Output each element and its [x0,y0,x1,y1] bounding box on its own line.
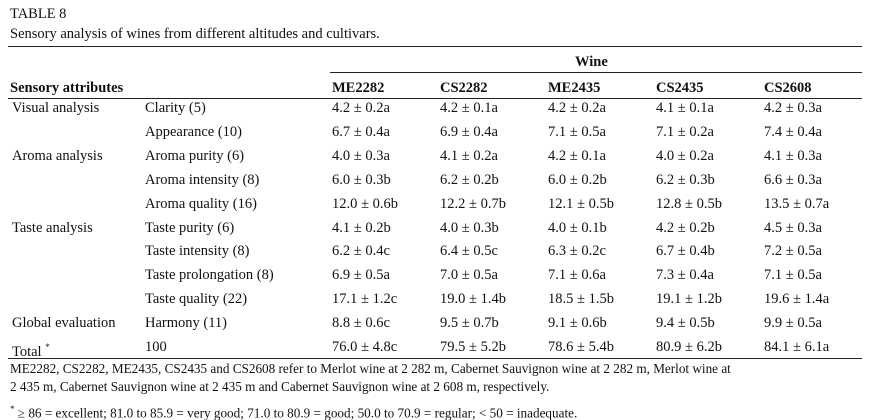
cell: 80.9 ± 6.2b [656,339,722,355]
attribute: Aroma intensity (8) [145,171,260,188]
cell: 9.4 ± 0.5b [656,315,715,332]
cell: 7.1 ± 0.5a [548,123,606,140]
cell: 19.1 ± 1.2b [656,291,722,308]
attribute: Taste prolongation (8) [145,267,274,284]
group-label: Visual analysis [12,100,100,116]
column-header: CS2608 [764,80,812,96]
footnote-mark: * [10,404,15,414]
rule [8,358,862,359]
cell: 4.2 ± 0.2a [548,100,606,116]
cell: 4.2 ± 0.3a [764,100,822,116]
cell: 4.1 ± 0.2b [332,219,391,236]
cell: 6.7 ± 0.4b [656,243,715,260]
cell: 4.0 ± 0.3a [332,147,390,164]
cell: 6.0 ± 0.3b [332,171,391,188]
cell: 4.2 ± 0.1a [548,147,606,164]
attribute: Taste intensity (8) [145,243,250,260]
cell: 7.1 ± 0.6a [548,267,606,284]
cell: 6.2 ± 0.3b [656,171,715,188]
total-mark: * [45,342,50,352]
group-header: Wine [575,54,608,70]
cell: 12.1 ± 0.5b [548,195,614,212]
cell: 6.6 ± 0.3a [764,171,822,188]
rule [330,72,862,73]
cell: 6.7 ± 0.4a [332,123,390,140]
cell: 7.3 ± 0.4a [656,267,714,284]
cell: 12.2 ± 0.7b [440,195,506,212]
cell: 4.2 ± 0.1a [440,100,498,116]
cell: 6.4 ± 0.5c [440,243,498,260]
attribute: Aroma quality (16) [145,195,257,212]
footnote-text: ≥ 86 = excellent; 81.0 to 85.9 = very go… [17,405,578,420]
cell: 4.0 ± 0.2a [656,147,714,164]
attribute: Taste purity (6) [145,219,235,236]
cell: 8.8 ± 0.6c [332,315,390,332]
group-label: Aroma analysis [12,147,103,164]
footnote: ME2282, CS2282, ME2435, CS2435 and CS260… [10,361,731,376]
group-label: Global evaluation [12,315,116,332]
cell: 4.0 ± 0.3b [440,219,499,236]
cell: 6.9 ± 0.4a [440,123,498,140]
cell: 78.6 ± 5.4b [548,339,614,355]
cell: 13.5 ± 0.7a [764,195,830,212]
cell: 18.5 ± 1.5b [548,291,614,308]
cell: 4.1 ± 0.3a [764,147,822,164]
cell: 4.2 ± 0.2a [332,100,390,116]
cell: 12.8 ± 0.5b [656,195,722,212]
attribute: Clarity (5) [145,100,206,116]
total-label: Total * [12,342,50,360]
cell: 4.0 ± 0.1b [548,219,607,236]
cell: 6.2 ± 0.2b [440,171,499,188]
attribute: Appearance (10) [145,123,243,140]
footnote: 2 435 m, Cabernet Sauvignon wine at 2 43… [10,379,550,394]
table-title: TABLE 8 [10,6,67,22]
cell: 9.5 ± 0.7b [440,315,499,332]
cell: 4.2 ± 0.2b [656,219,715,236]
cell: 12.0 ± 0.6b [332,195,398,212]
attribute: Taste quality (22) [145,291,248,308]
total-reference: 100 [145,339,167,355]
column-header: CS2282 [440,80,488,96]
footnote: * ≥ 86 = excellent; 81.0 to 85.9 = very … [10,400,577,420]
attribute: Aroma purity (6) [145,147,245,164]
cell: 19.6 ± 1.4a [764,291,830,308]
rule [8,98,862,99]
cell: 4.5 ± 0.3a [764,219,822,236]
cell: 4.1 ± 0.1a [656,100,714,116]
cell: 84.1 ± 6.1a [764,339,830,355]
column-header: CS2435 [656,80,704,96]
column-header: ME2435 [548,80,601,96]
cell: 76.0 ± 4.8c [332,339,398,355]
attribute: Harmony (11) [145,315,228,332]
cell: 19.0 ± 1.4b [440,291,506,308]
cell: 7.4 ± 0.4a [764,123,822,140]
rule [8,46,862,47]
cell: 7.2 ± 0.5a [764,243,822,260]
cell: 7.1 ± 0.5a [764,267,822,284]
cell: 17.1 ± 1.2c [332,291,398,308]
row-header: Sensory attributes [10,80,124,96]
cell: 6.0 ± 0.2b [548,171,607,188]
column-header: ME2282 [332,80,385,96]
cell: 9.9 ± 0.5a [764,315,822,332]
cell: 7.0 ± 0.5a [440,267,498,284]
group-label: Taste analysis [12,219,93,236]
cell: 6.9 ± 0.5a [332,267,390,284]
cell: 6.3 ± 0.2c [548,243,606,260]
cell: 9.1 ± 0.6b [548,315,607,332]
cell: 7.1 ± 0.2a [656,123,714,140]
table-subtitle: Sensory analysis of wines from different… [10,26,380,42]
cell: 4.1 ± 0.2a [440,147,498,164]
cell: 79.5 ± 5.2b [440,339,506,355]
cell: 6.2 ± 0.4c [332,243,390,260]
